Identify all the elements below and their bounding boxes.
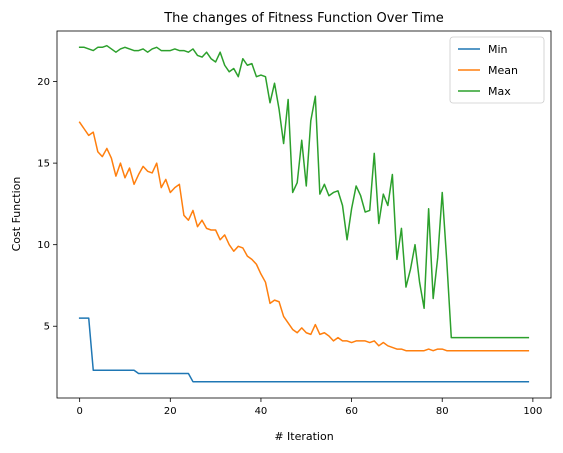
series-line-min	[78, 317, 530, 383]
y-tick-label: 10	[37, 240, 50, 251]
x-tick-label: 60	[345, 406, 358, 417]
y-tick-label: 5	[44, 322, 50, 333]
legend-label-min: Min	[488, 43, 508, 56]
legend-label-mean: Mean	[488, 64, 518, 77]
y-axis: 5 10 15 20	[37, 77, 57, 333]
series-line-mean	[78, 121, 530, 352]
legend: Min Mean Max	[449, 36, 545, 104]
legend-frame	[449, 36, 545, 104]
x-tick-label: 100	[523, 406, 542, 417]
x-axis-label: # Iteration	[274, 430, 333, 443]
x-tick-label: 40	[255, 406, 268, 417]
x-axis: 0 20 40 60 80 100	[76, 398, 542, 417]
y-axis-label: Cost Function	[10, 177, 23, 252]
plot-frame	[56, 30, 552, 399]
x-tick-label: 80	[436, 406, 449, 417]
chart-title: The changes of Fitness Function Over Tim…	[163, 11, 444, 26]
legend-label-max: Max	[488, 85, 511, 98]
series-line-max	[78, 44, 530, 339]
x-tick-label: 20	[164, 406, 177, 417]
y-tick-label: 15	[37, 159, 50, 170]
series-lines	[78, 44, 530, 383]
y-tick-label: 20	[37, 77, 50, 88]
x-tick-label: 0	[76, 406, 82, 417]
